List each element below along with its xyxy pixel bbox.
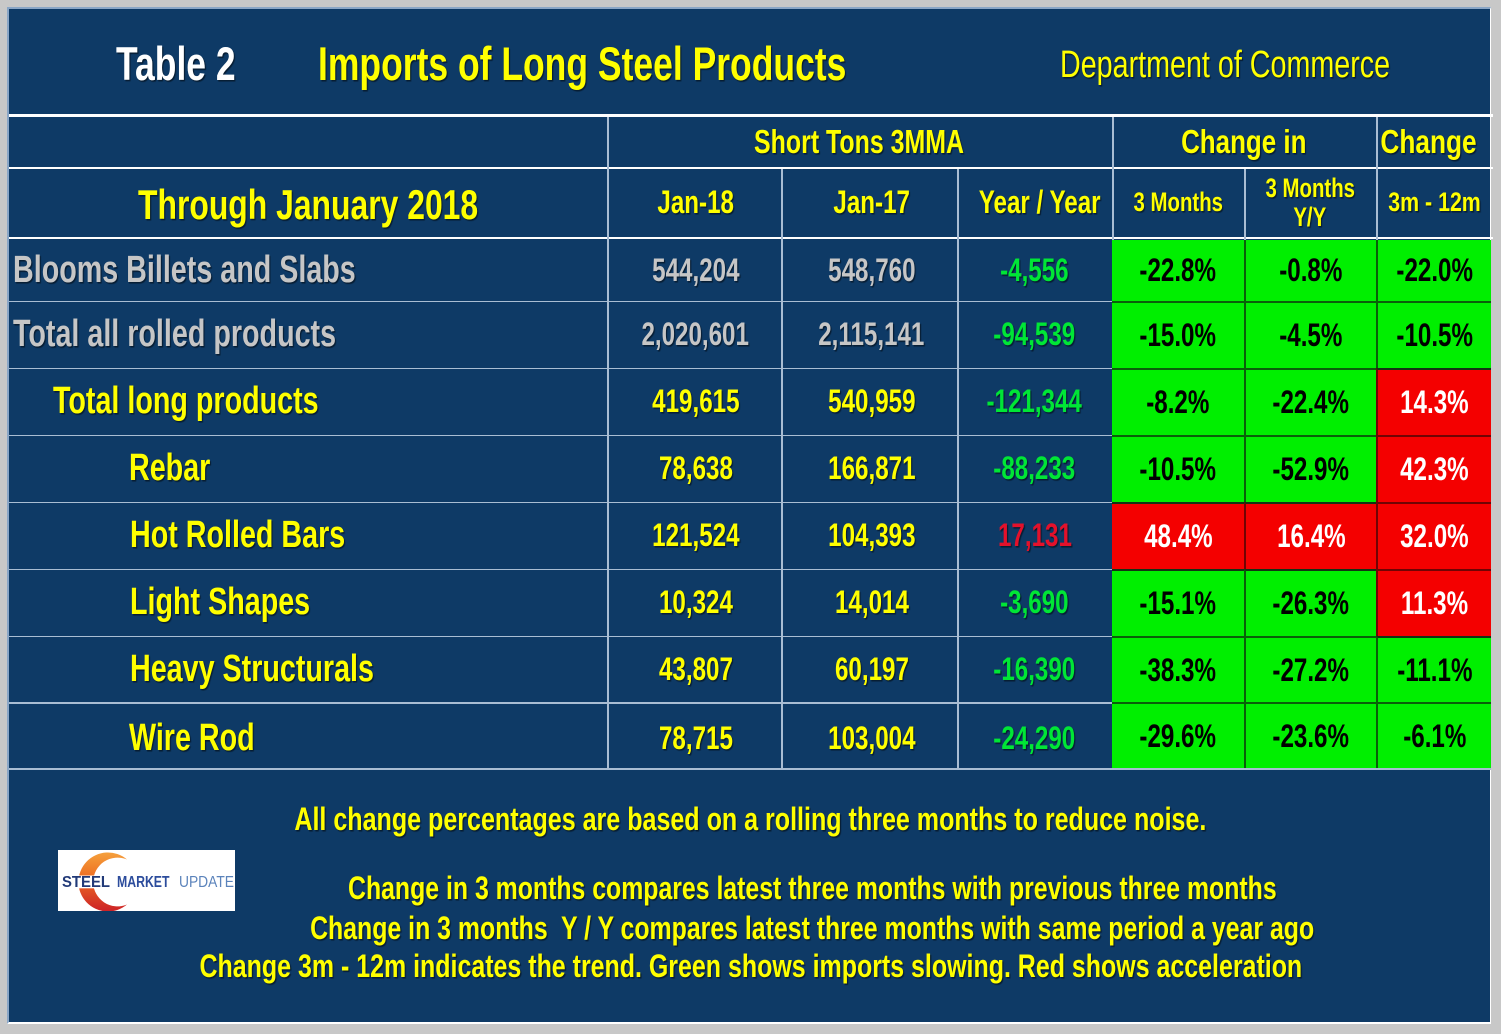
svg-text:STEEL: STEEL — [62, 874, 110, 891]
svg-text:UPDATE: UPDATE — [179, 874, 234, 891]
svg-text:MARKET: MARKET — [117, 874, 170, 891]
